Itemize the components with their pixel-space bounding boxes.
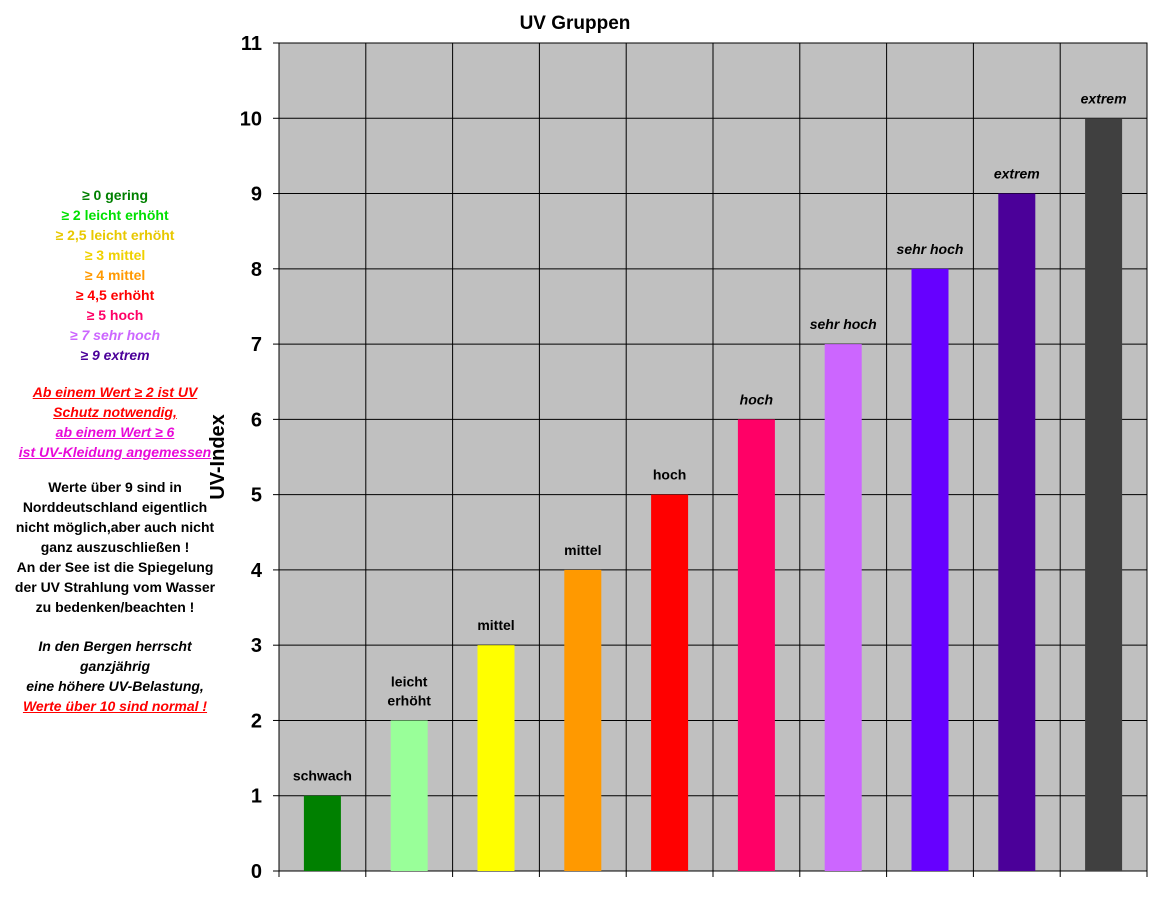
y-axis-label: UV-Index <box>207 414 229 500</box>
bar <box>390 720 428 871</box>
y-tick-label: 5 <box>251 485 262 507</box>
bar-data-label: schwach <box>293 768 352 784</box>
note-line: ab einem Wert ≥ 6 <box>55 424 175 440</box>
uv-protection-note: Ab einem Wert ≥ 2 ist UV Schutz notwendi… <box>0 382 230 462</box>
bar <box>651 494 689 871</box>
bar-data-label: leicht <box>391 673 428 689</box>
legend-item: ≥ 4 mittel <box>84 267 146 283</box>
bar <box>824 344 862 871</box>
y-tick-label: 4 <box>251 560 263 582</box>
note-line: der UV Strahlung vom Wasser <box>14 579 216 595</box>
note-line: Norddeutschland eigentlich <box>22 499 208 515</box>
legend-item: ≥ 0 gering <box>81 187 149 203</box>
bar-data-label: sehr hoch <box>897 241 964 257</box>
note-line: ist UV-Kleidung angemessen <box>18 444 212 460</box>
bar-data-label: hoch <box>653 467 686 483</box>
legend-item: ≥ 9 extrem <box>80 347 150 363</box>
y-tick-label: 8 <box>251 259 262 281</box>
note-line: An der See ist die Spiegelung <box>16 559 214 575</box>
bar-data-label: extrem <box>1081 90 1127 106</box>
y-tick-label: 6 <box>251 409 262 431</box>
note-line: zu bedenken/beachten ! <box>35 599 195 615</box>
bar <box>1085 118 1123 872</box>
bar-data-label: erhöht <box>387 692 431 708</box>
north-germany-note: Werte über 9 sind in Norddeutschland eig… <box>0 477 230 617</box>
note-line: Ab einem Wert ≥ 2 ist UV <box>32 384 198 400</box>
legend-item: ≥ 5 hoch <box>86 307 144 323</box>
note-line: eine höhere UV-Belastung, <box>26 678 204 694</box>
note-line: ganz auszuschließen ! <box>40 539 190 555</box>
legend-item: ≥ 2 leicht erhöht <box>61 207 169 223</box>
bar-data-label: extrem <box>994 166 1040 182</box>
y-tick-label: 10 <box>240 108 262 130</box>
y-tick-label: 2 <box>251 710 262 732</box>
mountains-note: In den Bergen herrscht ganzjährig eine h… <box>0 636 230 716</box>
y-tick-label: 7 <box>251 334 262 356</box>
note-line: Schutz notwendig, <box>53 404 177 420</box>
y-tick-label: 3 <box>251 635 262 657</box>
bar <box>564 569 602 871</box>
note-line-emphasis: Werte über 10 sind normal ! <box>22 698 208 714</box>
note-line: ganzjährig <box>79 658 150 674</box>
legend-item: ≥ 4,5 erhöht <box>75 287 155 303</box>
note-line: nicht möglich,aber auch nicht <box>15 519 215 535</box>
bar <box>998 193 1036 871</box>
y-tick-label: 11 <box>241 33 262 55</box>
uv-legend: ≥ 0 gering ≥ 2 leicht erhöht ≥ 2,5 leicht … <box>0 185 230 365</box>
bar-data-label: mittel <box>564 542 601 558</box>
bar-data-label: hoch <box>740 391 773 407</box>
bar-data-label: mittel <box>477 617 514 633</box>
bar <box>737 419 775 871</box>
bar-data-label: sehr hoch <box>810 316 877 332</box>
bar <box>477 645 515 871</box>
plot-border <box>278 42 1148 872</box>
bar <box>911 268 949 871</box>
note-line: Werte über 9 sind in <box>48 479 182 495</box>
y-tick-label: 9 <box>251 184 262 206</box>
y-tick-label: 0 <box>251 861 262 883</box>
legend-item: ≥ 3 mittel <box>84 247 146 263</box>
y-tick-label: 1 <box>251 786 262 808</box>
bar <box>303 795 341 871</box>
note-line: In den Bergen herrscht <box>38 638 192 654</box>
legend-item: ≥ 2,5 leicht erhöht <box>55 227 175 243</box>
legend-item: ≥ 7 sehr hoch <box>69 327 161 343</box>
chart-title: UV Gruppen <box>520 13 631 34</box>
